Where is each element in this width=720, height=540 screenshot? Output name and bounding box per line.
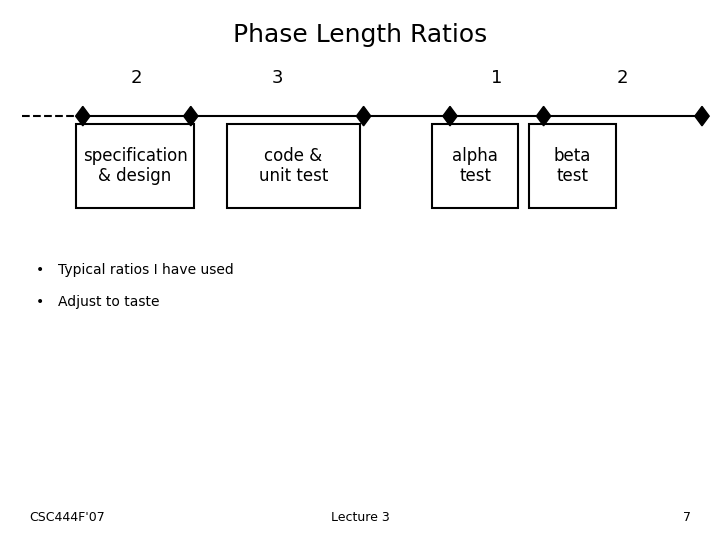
- Text: Phase Length Ratios: Phase Length Ratios: [233, 23, 487, 47]
- Text: CSC444F'07: CSC444F'07: [29, 511, 104, 524]
- Text: Lecture 3: Lecture 3: [330, 511, 390, 524]
- Bar: [529, 124, 616, 208]
- Bar: [432, 124, 518, 208]
- Bar: [76, 124, 194, 208]
- Text: 3: 3: [271, 69, 283, 87]
- Text: Adjust to taste: Adjust to taste: [58, 295, 159, 309]
- Polygon shape: [356, 106, 371, 126]
- Text: 2: 2: [131, 69, 143, 87]
- Polygon shape: [76, 106, 90, 126]
- Text: 7: 7: [683, 511, 691, 524]
- Text: alpha
test: alpha test: [452, 147, 498, 185]
- Polygon shape: [536, 106, 551, 126]
- Text: beta
test: beta test: [554, 147, 591, 185]
- Polygon shape: [443, 106, 457, 126]
- Text: 2: 2: [617, 69, 629, 87]
- Text: •: •: [35, 263, 44, 277]
- Text: •: •: [35, 295, 44, 309]
- Text: code &
unit test: code & unit test: [258, 147, 328, 185]
- Bar: [227, 124, 360, 208]
- Text: Typical ratios I have used: Typical ratios I have used: [58, 263, 233, 277]
- Text: specification
& design: specification & design: [83, 147, 187, 185]
- Polygon shape: [695, 106, 709, 126]
- Polygon shape: [184, 106, 198, 126]
- Text: 1: 1: [491, 69, 503, 87]
